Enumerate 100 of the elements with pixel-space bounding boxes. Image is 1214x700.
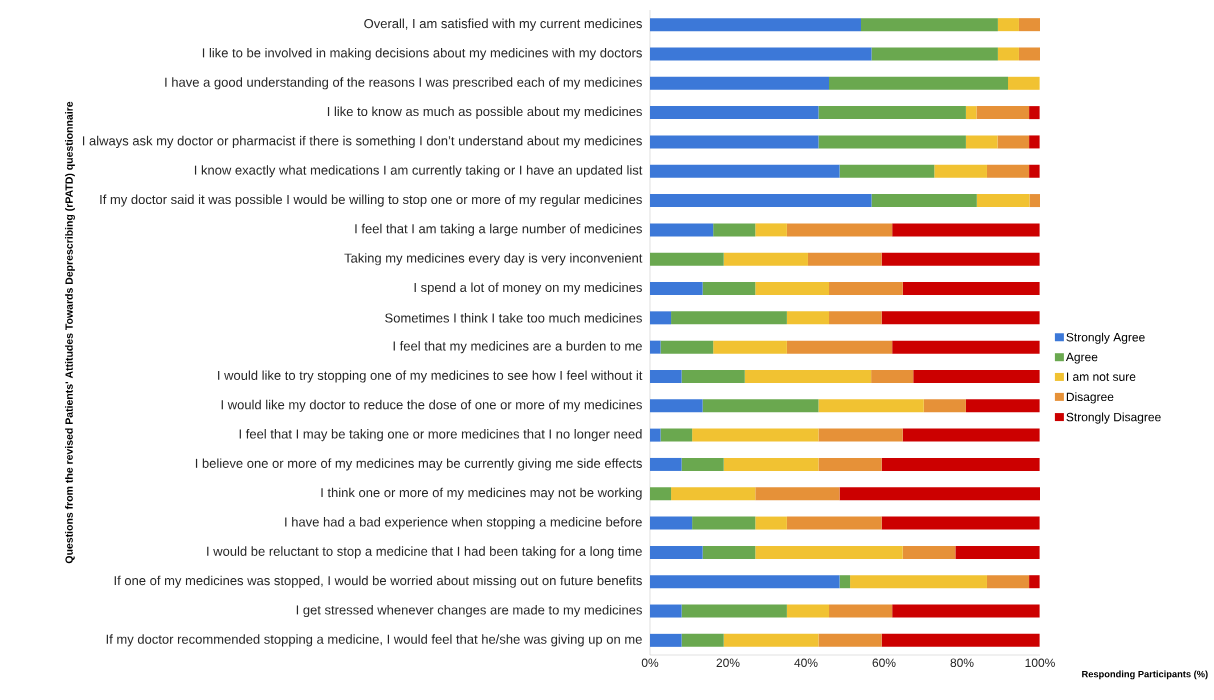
bar — [650, 106, 819, 120]
bar — [1029, 135, 1040, 149]
bar — [902, 545, 956, 559]
bar — [818, 106, 966, 120]
bar — [1018, 47, 1040, 61]
bar — [650, 575, 840, 589]
bar — [755, 487, 840, 501]
bar — [723, 633, 819, 647]
bar — [713, 223, 756, 237]
bar — [934, 164, 987, 178]
y-tick-label: I get stressed whenever changes are made to my medicines — [296, 604, 642, 618]
x-tick-label: 80% — [950, 658, 974, 668]
y-tick-label: I would like to try stopping one of my medicines to see how I feel without it — [218, 370, 643, 383]
bar — [881, 252, 1040, 266]
bar — [671, 487, 756, 501]
y-tick-label: I have had a bad experience when stopping a medicine before — [285, 517, 642, 530]
bar — [650, 223, 714, 237]
bar — [881, 457, 1040, 471]
legend-label: Disagree — [1066, 392, 1114, 404]
bar — [660, 340, 714, 354]
bar — [786, 311, 830, 325]
bar — [755, 223, 787, 237]
y-tick-label: I feel that I am taking a large number of medicines — [355, 223, 642, 236]
bar — [871, 194, 977, 208]
bar — [681, 604, 787, 618]
x-axis-title: Responding Participants (%) — [1082, 670, 1208, 680]
bar — [976, 106, 1030, 120]
bar — [681, 633, 724, 647]
bar — [713, 340, 787, 354]
bar — [1029, 164, 1040, 178]
bar — [1008, 76, 1040, 90]
bar — [650, 252, 724, 266]
bar — [650, 516, 693, 530]
bar — [650, 340, 661, 354]
bar — [860, 18, 998, 32]
bar — [702, 545, 756, 559]
bar — [892, 604, 1040, 618]
y-tick-label: I think one or more of my medicines may not be working — [321, 487, 642, 500]
legend-label: Agree — [1065, 352, 1098, 364]
y-tick-label: I spend a lot of money on my medicines — [414, 282, 642, 295]
bar — [755, 545, 903, 559]
bar — [839, 164, 935, 178]
bar — [650, 457, 682, 471]
y-tick-label: If my doctor said it was possible I would be willing to stop one or more of my regular medicines — [100, 194, 642, 207]
bar — [997, 135, 1030, 149]
bar — [1029, 575, 1040, 589]
bar — [650, 47, 872, 61]
bar — [892, 223, 1040, 237]
bar — [850, 575, 987, 589]
bar — [692, 428, 819, 442]
bar — [839, 575, 851, 589]
bar — [650, 604, 682, 618]
bar — [913, 369, 1040, 383]
bar — [976, 194, 1030, 208]
bar — [650, 18, 861, 32]
bar — [881, 311, 1040, 325]
y-tick-label: I would like my doctor to reduce the dose of one or more of my medicines — [221, 399, 642, 412]
y-tick-label: Overall, I am satisfied with my current medicines — [364, 18, 642, 31]
bar — [1018, 18, 1040, 32]
bar — [650, 135, 819, 149]
bar — [650, 164, 840, 178]
bar — [997, 47, 1019, 61]
bar — [892, 340, 1040, 354]
y-tick-label: I like to know as much as possible about my medicines — [327, 106, 642, 119]
y-tick-label: I have a good understanding of the reasons I was prescribed each of my medicines — [165, 77, 642, 90]
bar — [829, 76, 1009, 90]
x-tick-label: 0% — [641, 658, 659, 668]
bar — [692, 516, 756, 530]
bar — [829, 311, 882, 325]
bar — [650, 282, 703, 296]
bar — [965, 106, 977, 120]
bar — [923, 399, 966, 413]
y-tick-label: I would be reluctant to stop a medicine that I had been taking for a long time — [207, 546, 642, 559]
x-tick-label: 100% — [1025, 658, 1055, 668]
x-tick-label: 40% — [794, 658, 818, 668]
bar — [786, 604, 830, 618]
bar — [986, 164, 1030, 178]
bar — [702, 282, 756, 296]
bar — [902, 428, 1040, 442]
bar — [650, 545, 703, 559]
bar — [650, 487, 672, 501]
bar — [902, 282, 1040, 296]
bar — [818, 399, 924, 413]
bar — [671, 311, 787, 325]
bar — [702, 399, 819, 413]
legend-label: Strongly Agree — [1066, 332, 1145, 344]
legend-label: Strongly Disagree — [1066, 412, 1161, 424]
y-tick-label: If one of my medicines was stopped, I would be worried about missing out on future benefits — [114, 575, 642, 588]
x-tick-label: 60% — [872, 658, 896, 668]
legend-label: I am not sure — [1066, 372, 1136, 381]
bar — [723, 252, 808, 266]
bar — [829, 604, 893, 618]
y-tick-label: I know exactly what medications I am currently taking or I have an updated list — [194, 165, 643, 178]
y-tick-label: I believe one or more of my medicines may be currently giving me side effects — [195, 458, 642, 471]
bar — [881, 633, 1040, 647]
y-tick-label: I like to be involved in making decisions about my medicines with my doctors — [202, 47, 642, 61]
bar — [681, 457, 724, 471]
y-tick-label: Sometimes I think I take too much medicines — [385, 313, 642, 323]
y-tick-label: I feel that I may be taking one or more medicines that I no longer need — [239, 429, 642, 442]
bar — [818, 633, 882, 647]
